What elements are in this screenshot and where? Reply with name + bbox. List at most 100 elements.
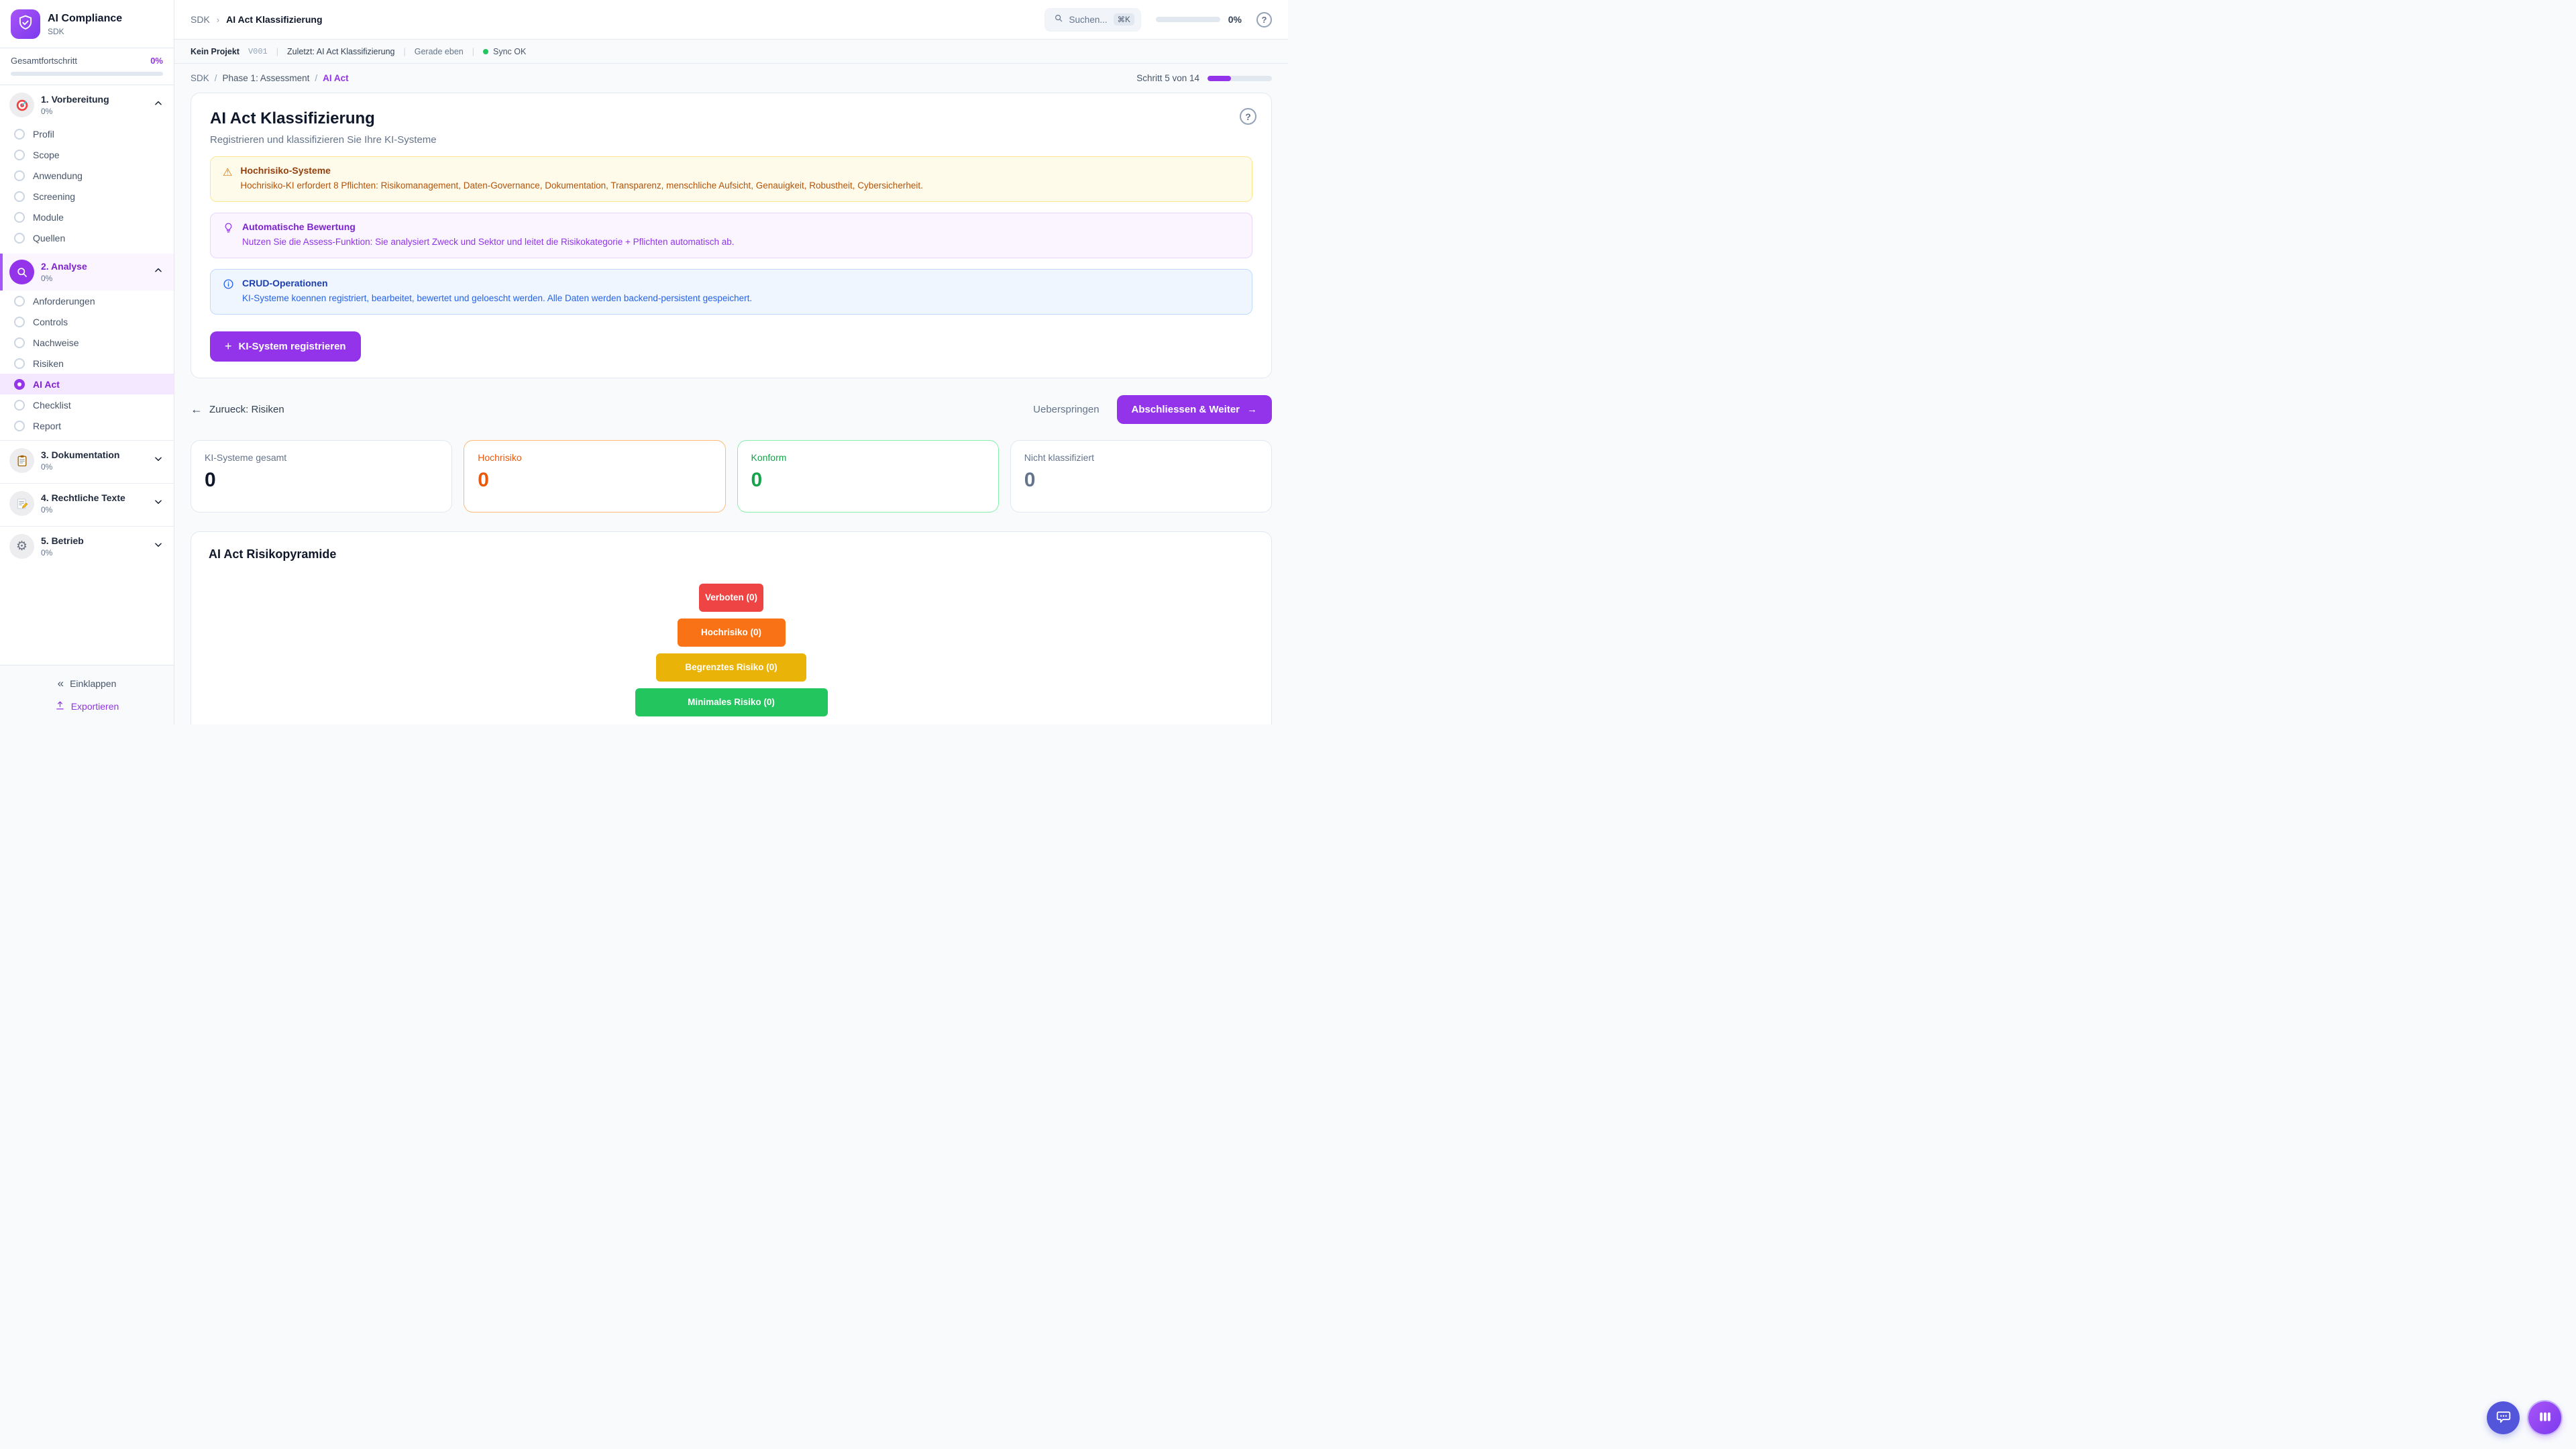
overall-progress-value: 0% (150, 56, 163, 66)
crumb-separator: / (214, 73, 217, 83)
search-placeholder: Suchen... (1069, 14, 1108, 25)
sidebar-item-label: Quellen (33, 232, 66, 244)
section-header-dokumentation[interactable]: 3. Dokumentation 0% (0, 442, 174, 479)
lightbulb-icon (223, 222, 234, 249)
section-label: 2. Analyse (41, 261, 87, 272)
finish-next-button[interactable]: Abschliessen & Weiter → (1116, 394, 1272, 424)
section-progress: 0% (41, 106, 53, 116)
crumb-current: AI Act (323, 73, 349, 83)
overall-progress-track (11, 72, 163, 76)
magnifier-icon (9, 260, 34, 284)
pyramid-title: AI Act Risikopyramide (209, 547, 337, 561)
sidebar: AI Compliance SDK Gesamtfortschritt 0% 1… (0, 0, 174, 724)
arrow-right-icon: → (1247, 403, 1257, 415)
section-header-vorbereitung[interactable]: 1. Vorbereitung 0% (0, 87, 174, 123)
section-progress: 0% (41, 273, 53, 283)
sync-label: Sync OK (492, 46, 527, 56)
section-header-betrieb[interactable]: ⚙ 5. Betrieb 0% (0, 528, 174, 565)
app-title: AI Compliance (48, 13, 123, 25)
section-vorbereitung: 1. Vorbereitung 0% Profil Scope Anwendun… (0, 85, 174, 252)
app-subtitle: SDK (48, 26, 64, 36)
banner-body: Nutzen Sie die Assess-Funktion: Sie anal… (242, 236, 735, 247)
chevron-down-icon (154, 497, 163, 510)
crumb-sdk[interactable]: SDK (191, 73, 209, 83)
sidebar-item-profil[interactable]: Profil (0, 123, 174, 144)
stat-label: Hochrisiko (478, 451, 522, 463)
chevron-down-icon (154, 540, 163, 553)
sidebar-item-report[interactable]: Report (0, 415, 174, 436)
sidebar-item-label: Anforderungen (33, 295, 95, 307)
sidebar-item-screening[interactable]: Screening (0, 186, 174, 207)
keyboard-shortcut-badge: ⌘K (1113, 13, 1134, 25)
sidebar-item-label: Nachweise (33, 337, 79, 348)
stat-label: Konform (751, 451, 787, 463)
plus-icon: + (225, 339, 232, 353)
last-activity-time: Gerade eben (414, 46, 464, 56)
register-ki-system-button[interactable]: + KI-System registrieren (210, 331, 361, 362)
section-progress: 0% (41, 504, 53, 515)
board-columns-fab-button[interactable] (2528, 1401, 2561, 1434)
topbar-right: Suchen... ⌘K 0% ? (1044, 7, 1272, 32)
step-progress-track (1208, 75, 1272, 81)
sidebar-item-label: Controls (33, 316, 68, 327)
help-icon[interactable]: ? (1256, 11, 1272, 28)
sidebar-item-module[interactable]: Module (0, 207, 174, 227)
banner-body: KI-Systeme koennen registriert, bearbeit… (242, 292, 753, 303)
section-header-rechtliche-texte[interactable]: 4. Rechtliche Texte 0% (0, 485, 174, 522)
sidebar-item-label: Scope (33, 149, 60, 160)
risk-pyramid-card: AI Act Risikopyramide Verboten (0) Hochr… (191, 531, 1272, 724)
radio-icon (14, 191, 25, 202)
skip-button[interactable]: Ueberspringen (1033, 403, 1099, 415)
section-header-analyse[interactable]: 2. Analyse 0% (0, 254, 174, 290)
export-icon (55, 700, 65, 712)
chat-fab-button[interactable] (2487, 1401, 2520, 1434)
stat-label: Nicht klassifiziert (1024, 451, 1094, 463)
banner-hochrisiko: ⚠ Hochrisiko-Systeme Hochrisiko-KI erfor… (210, 156, 1252, 202)
target-icon (9, 93, 34, 117)
breadcrumb: SDK › AI Act Klassifizierung (191, 14, 323, 25)
back-button[interactable]: ← Zurueck: Risiken (191, 402, 284, 417)
crumb-phase[interactable]: Phase 1: Assessment (222, 73, 310, 83)
breadcrumb-root[interactable]: SDK (191, 14, 210, 25)
sidebar-item-label: Anwendung (33, 170, 83, 181)
stat-value: 0 (478, 468, 489, 491)
radio-icon (14, 420, 25, 431)
status-divider: | (403, 46, 406, 56)
card-help-icon[interactable]: ? (1240, 108, 1256, 125)
sidebar-item-quellen[interactable]: Quellen (0, 227, 174, 248)
sidebar-item-checklist[interactable]: Checklist (0, 394, 174, 415)
collapse-icon: « (57, 677, 64, 690)
stat-value: 0 (1024, 468, 1036, 491)
section-betrieb: ⚙ 5. Betrieb 0% (0, 526, 174, 569)
radio-icon (14, 232, 25, 244)
sidebar-item-risiken[interactable]: Risiken (0, 353, 174, 374)
shield-check-icon (17, 14, 34, 35)
gear-icon: ⚙ (9, 534, 34, 559)
sidebar-item-ai-act[interactable]: AI Act (0, 374, 174, 394)
section-analyse: 2. Analyse 0% Anforderungen Controls Nac… (0, 252, 174, 440)
memo-icon (9, 491, 34, 516)
collapse-sidebar-button[interactable]: « Einklappen (58, 677, 117, 690)
sidebar-item-controls[interactable]: Controls (0, 311, 174, 332)
sidebar-footer: « Einklappen Exportieren (0, 665, 174, 724)
page-content: SDK / Phase 1: Assessment / AI Act Schri… (174, 64, 1288, 724)
topbar-progress-value: 0% (1228, 14, 1242, 25)
status-divider: | (472, 46, 474, 56)
sidebar-item-nachweise[interactable]: Nachweise (0, 332, 174, 353)
statusbar: Kein Projekt V001 | Zuletzt: AI Act Klas… (174, 40, 1288, 64)
search-input[interactable]: Suchen... ⌘K (1044, 7, 1141, 32)
pyramid-bar-begrenztes-risiko: Begrenztes Risiko (0) (656, 653, 806, 682)
sidebar-item-label: AI Act (33, 378, 60, 390)
radio-selected-icon (14, 378, 25, 390)
collapse-label: Einklappen (70, 678, 117, 689)
sidebar-item-anforderungen[interactable]: Anforderungen (0, 290, 174, 311)
radio-icon (14, 149, 25, 160)
stat-value: 0 (205, 468, 216, 491)
radio-icon (14, 316, 25, 327)
section-rechtliche-texte: 4. Rechtliche Texte 0% (0, 483, 174, 526)
sidebar-item-anwendung[interactable]: Anwendung (0, 165, 174, 186)
export-button[interactable]: Exportieren (55, 700, 119, 712)
sidebar-item-scope[interactable]: Scope (0, 144, 174, 165)
pyramid-stack: Verboten (0) Hochrisiko (0) Begrenztes R… (209, 583, 1254, 716)
search-icon (1054, 13, 1063, 26)
